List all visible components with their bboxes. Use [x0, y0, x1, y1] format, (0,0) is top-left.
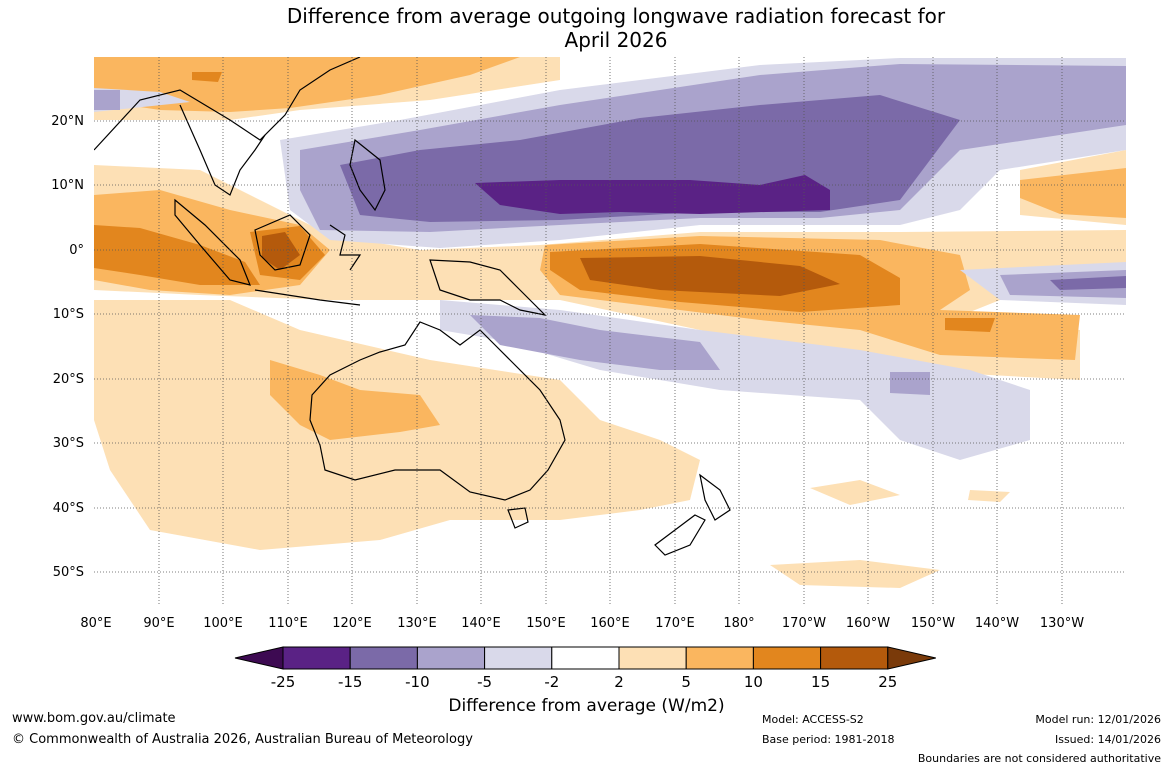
lat-label: 0° [69, 243, 84, 258]
anomaly-region [192, 72, 222, 82]
anomaly-region [470, 315, 720, 370]
anomaly-region [1020, 168, 1126, 218]
footer-model: Model: ACCESS-S2 [762, 713, 864, 726]
colorbar-tick-label: 2 [614, 673, 624, 691]
colorbar-segment [685, 646, 754, 670]
colorbar-tick-label: -15 [338, 673, 363, 691]
lon-label: 150°W [911, 616, 955, 631]
lon-label: 100°E [203, 616, 243, 631]
colorbar-title: Difference from average (W/m2) [448, 696, 725, 716]
colorbar-segment [618, 646, 687, 670]
graticule [94, 57, 1126, 604]
lat-label: 30°S [53, 436, 84, 451]
lon-label: 170°W [782, 616, 826, 631]
colorbar-segment [820, 646, 889, 670]
lon-label: 110°E [268, 616, 308, 631]
lon-label: 90°E [143, 616, 174, 631]
anomaly-region [968, 490, 1010, 502]
anomaly-region [94, 57, 520, 112]
latitude-labels: 20°N 10°N 0° 10°S 20°S 30°S 40°S 50°S [51, 114, 84, 580]
colorbar-extend-low [234, 646, 284, 670]
lat-label: 10°S [53, 307, 84, 322]
borneo-coastline [254, 214, 311, 271]
lat-label: 40°S [53, 501, 84, 516]
anomaly-region [1050, 276, 1126, 290]
colorbar-tick-label: 15 [811, 673, 830, 691]
new-zealand-north-coastline [699, 473, 731, 521]
anomaly-region [262, 232, 300, 270]
colorbar-tick-label: -25 [271, 673, 296, 691]
indochina-coastline [179, 104, 266, 196]
colorbar-segment [282, 646, 351, 670]
colorbar-tick-label: 25 [878, 673, 897, 691]
footer-url[interactable]: www.bom.gov.au/climate [12, 711, 176, 726]
sumatra-coastline [174, 198, 251, 286]
map-title-line2: April 2026 [564, 28, 668, 52]
colorbar-extend-high [887, 646, 936, 670]
lat-label: 20°S [53, 372, 84, 387]
anomaly-region [475, 175, 830, 214]
anomaly-region [94, 90, 120, 110]
colorbar-segment [752, 646, 822, 670]
colorbar: -25 -15 -10 -5 -2 2 5 10 15 25 [234, 646, 936, 691]
colorbar-tick-label: -10 [405, 673, 430, 691]
colorbar-tick-label: 10 [744, 673, 763, 691]
tasmania-coastline [507, 507, 529, 529]
asia-mainland-coastline [94, 57, 361, 151]
footer-issued: Issued: 14/01/2026 [1054, 733, 1161, 746]
philippines-coastline [349, 138, 386, 212]
lon-label: 80°E [80, 616, 111, 631]
lat-label: 20°N [51, 114, 84, 129]
colorbar-segment [484, 646, 553, 670]
lon-label: 130°W [1040, 616, 1084, 631]
anomaly-region [94, 225, 260, 285]
footer-disclaimer: Boundaries are not considered authoritat… [917, 752, 1161, 765]
new-zealand-south-coastline [654, 514, 706, 556]
colorbar-tick-label: -2 [544, 673, 559, 691]
anomaly-region [890, 372, 930, 395]
map-title: Difference from average outgoing longwav… [0, 4, 1173, 52]
colorbar-tick-label: -5 [477, 673, 492, 691]
lon-label: 120°E [332, 616, 372, 631]
map-title-line1: Difference from average outgoing longwav… [286, 4, 946, 28]
colorbar-segment [416, 646, 486, 670]
anomaly-field [94, 57, 1126, 588]
lon-label: 160°E [590, 616, 630, 631]
lon-label: 130°E [397, 616, 437, 631]
australia-coastline [309, 321, 566, 501]
anomaly-region [270, 360, 440, 440]
new-guinea-coastline [429, 259, 547, 316]
anomaly-region [945, 318, 995, 332]
footer-copyright: © Commonwealth of Australia 2026, Austra… [12, 732, 473, 747]
anomaly-region [580, 256, 840, 296]
lon-label: 150°E [526, 616, 566, 631]
colorbar-tick-label: 5 [681, 673, 691, 691]
lon-label: 140°E [461, 616, 501, 631]
sulawesi-coastline [329, 224, 362, 271]
lon-label: 170°E [655, 616, 695, 631]
lon-label: 140°W [975, 616, 1019, 631]
coastlines [94, 57, 731, 556]
longitude-labels: 80°E 90°E 100°E 110°E 120°E 130°E 140°E … [80, 616, 1084, 631]
footer-model-run: Model run: 12/01/2026 [1035, 713, 1161, 726]
colorbar-segment [551, 646, 620, 670]
lon-label: 160°W [846, 616, 890, 631]
java-coastline [254, 289, 361, 306]
anomaly-region [810, 480, 900, 505]
lon-label: 180° [723, 616, 754, 631]
colorbar-segment [349, 646, 418, 670]
anomaly-region [770, 560, 940, 588]
footer-base-period: Base period: 1981-2018 [762, 733, 895, 746]
lat-label: 10°N [51, 178, 84, 193]
lat-label: 50°S [53, 565, 84, 580]
